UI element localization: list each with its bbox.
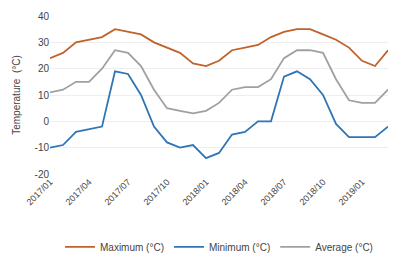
svg-text:Average (°C): Average (°C) [315, 242, 373, 253]
svg-text:-10: -10 [35, 142, 50, 153]
svg-text:2017/04: 2017/04 [64, 177, 94, 207]
svg-text:40: 40 [38, 11, 50, 22]
svg-text:-20: -20 [35, 169, 50, 180]
svg-text:2018/01: 2018/01 [181, 177, 211, 207]
svg-text:0: 0 [43, 116, 49, 127]
svg-text:Temperature (°C): Temperature (°C) [11, 55, 22, 135]
svg-text:2018/07: 2018/07 [259, 177, 289, 207]
svg-text:2017/07: 2017/07 [103, 177, 133, 207]
svg-text:2017/10: 2017/10 [142, 177, 172, 207]
svg-text:Minimum (°C): Minimum (°C) [209, 242, 270, 253]
svg-text:30: 30 [38, 37, 50, 48]
svg-text:10: 10 [38, 90, 50, 101]
svg-text:2018/04: 2018/04 [220, 177, 250, 207]
svg-text:Maximum (°C): Maximum (°C) [100, 242, 164, 253]
svg-text:2017/01: 2017/01 [25, 177, 55, 207]
svg-text:2019/01: 2019/01 [337, 177, 367, 207]
svg-text:20: 20 [38, 63, 50, 74]
svg-text:2018/10: 2018/10 [298, 177, 328, 207]
